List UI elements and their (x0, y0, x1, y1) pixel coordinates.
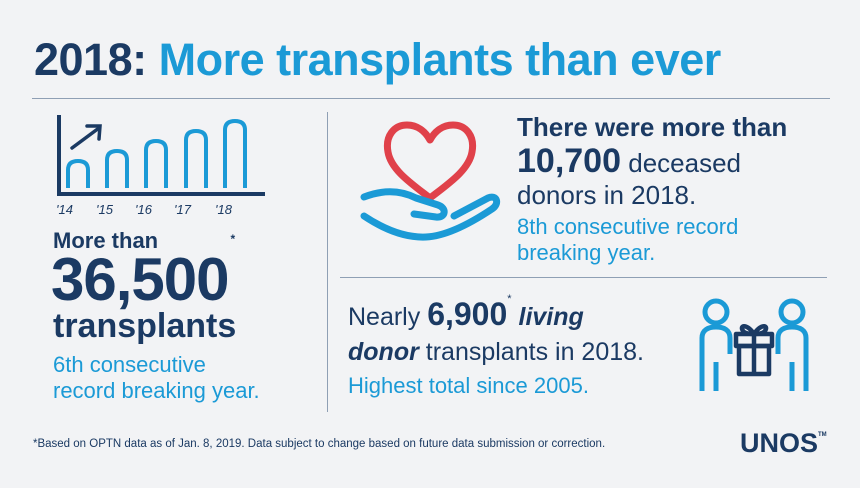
trend-arrow-icon (70, 124, 102, 150)
living-subtext: Highest total since 2005. (348, 373, 589, 398)
page-title: 2018: More transplants than ever (34, 34, 721, 86)
bar-18 (223, 118, 247, 188)
heart-in-hand-icon (360, 121, 501, 241)
total-transplants-number: 36,500* (51, 232, 235, 313)
tick-label: '14 (56, 202, 73, 217)
deceased-subtext: 8th consecutive record breaking year. (517, 214, 739, 265)
chart-axis (57, 115, 265, 196)
tick-label: '18 (215, 202, 232, 217)
gift-box-icon (733, 324, 775, 377)
left-intro: More than (53, 228, 159, 253)
left-subtext: 6th consecutive record breaking year. (53, 352, 260, 403)
column-divider (327, 112, 328, 412)
footnote: *Based on OPTN data as of Jan. 8, 2019. … (33, 438, 606, 450)
living-line2: donor transplants in 2018. (348, 338, 644, 366)
title-year: 2018: (34, 34, 147, 85)
bar-14 (66, 158, 90, 188)
title-divider (32, 98, 830, 99)
unos-logo: UNOSTM (740, 428, 827, 458)
left-asterisk: * (230, 232, 236, 246)
row-divider (340, 277, 827, 278)
people-with-gift-icon (699, 298, 809, 391)
tick-label: '16 (135, 202, 152, 217)
bar-17 (184, 128, 208, 188)
bar-15 (105, 148, 129, 188)
growth-bar-chart (57, 115, 265, 196)
transplants-label: transplants (53, 307, 237, 345)
tick-label: '15 (96, 202, 113, 217)
deceased-line1: There were more than (517, 112, 788, 142)
living-asterisk: * (507, 292, 512, 305)
living-line1: Nearly 6,900* living (348, 292, 584, 332)
title-text: More transplants than ever (158, 34, 722, 85)
deceased-line2: 10,700 deceased (517, 142, 741, 180)
bar-16 (144, 138, 168, 188)
tick-label: '17 (174, 202, 191, 217)
living-donor-number: 6,900 (427, 296, 508, 332)
deceased-line3: donors in 2018. (517, 180, 697, 210)
deceased-donor-number: 10,700 (517, 142, 621, 180)
